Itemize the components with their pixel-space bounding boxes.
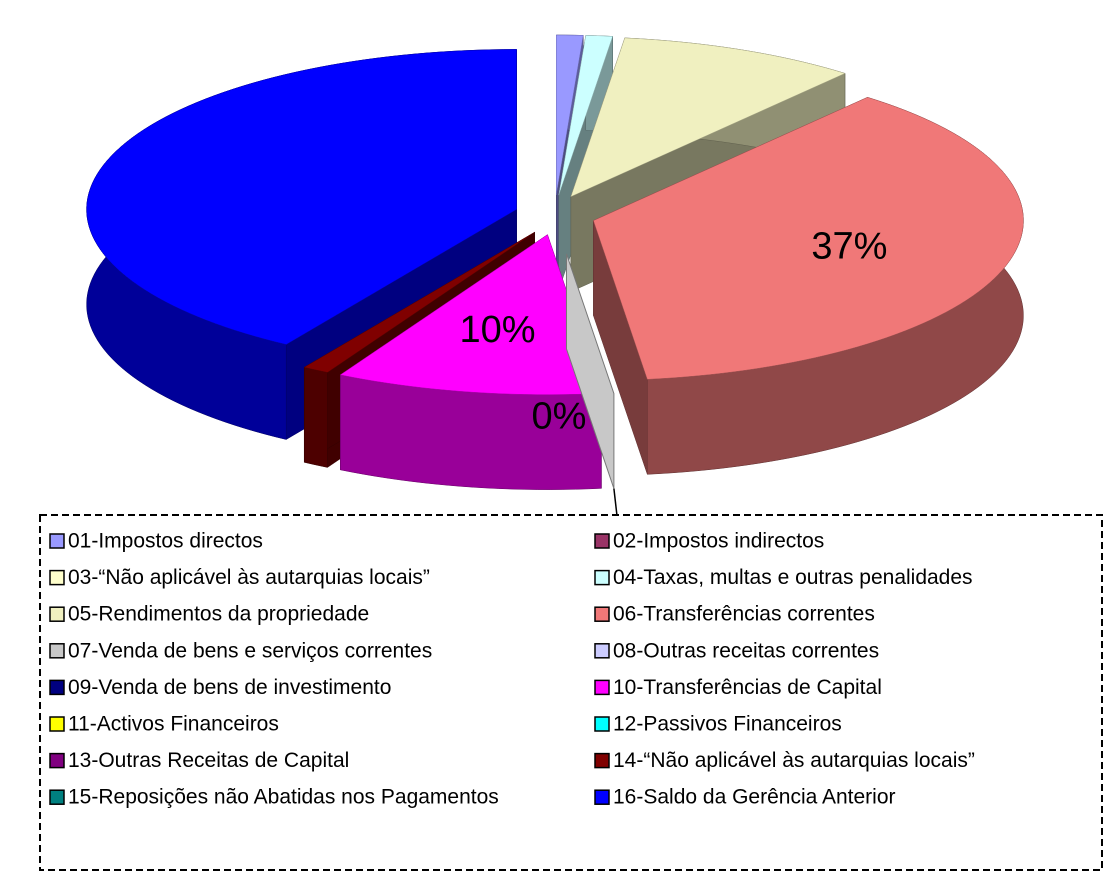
legend-swatch bbox=[594, 533, 610, 549]
legend-box bbox=[39, 514, 1103, 871]
legend-label: 05-Rendimentos da propriedade bbox=[68, 603, 369, 626]
legend-label: 01-Impostos directos bbox=[68, 530, 263, 553]
legend-label: 12-Passivos Financeiros bbox=[613, 713, 842, 736]
legend-swatch bbox=[49, 533, 65, 549]
legend-swatch bbox=[594, 643, 610, 659]
legend-label: 06-Transferências correntes bbox=[613, 603, 875, 626]
legend-swatch bbox=[49, 789, 65, 805]
legend-label: 07-Venda de bens e serviços correntes bbox=[68, 639, 432, 662]
slice bbox=[556, 34, 584, 196]
legend-swatch bbox=[49, 606, 65, 622]
pie bbox=[86, 34, 1024, 490]
legend-swatch bbox=[49, 752, 65, 769]
data-label: 10% bbox=[460, 309, 536, 351]
legend-label: 02-Impostos indirectos bbox=[613, 530, 824, 553]
legend-swatch bbox=[594, 789, 610, 805]
data-label: 0% bbox=[531, 396, 586, 438]
legend-label: 16-Saldo da Gerência Anterior bbox=[613, 786, 896, 809]
legend-swatch bbox=[49, 569, 65, 586]
data-label: 37% bbox=[811, 225, 887, 267]
slice bbox=[339, 234, 602, 395]
legend-label: 14-“Não aplicável às autarquias locais” bbox=[613, 749, 975, 772]
legend-swatch bbox=[49, 716, 65, 732]
legend-label: 09-Venda de bens de investimento bbox=[68, 676, 391, 699]
slice bbox=[570, 37, 846, 198]
legend-swatch bbox=[594, 569, 610, 586]
leader-line bbox=[613, 488, 618, 516]
legend-label: 15-Reposições não Abatidas nos Pagamento… bbox=[68, 786, 499, 809]
slice bbox=[558, 35, 614, 196]
legend-swatch bbox=[594, 606, 610, 622]
legend-label: 11-Activos Financeiros bbox=[68, 713, 279, 736]
slice bbox=[86, 49, 517, 345]
legend-swatch bbox=[594, 716, 610, 732]
slice bbox=[593, 97, 1024, 380]
legend-swatch bbox=[594, 752, 610, 769]
legend-swatch bbox=[594, 679, 610, 696]
legend-label: 08-Outras receitas correntes bbox=[613, 639, 879, 662]
legend-swatch bbox=[49, 679, 65, 696]
legend-label: 13-Outras Receitas de Capital bbox=[68, 749, 349, 772]
slice bbox=[303, 231, 535, 373]
slice-side bbox=[303, 366, 328, 468]
legend-swatch bbox=[49, 643, 65, 659]
legend-label: 04-Taxas, multas e outras penalidades bbox=[613, 566, 973, 589]
legend-label: 03-“Não aplicável às autarquias locais” bbox=[68, 566, 430, 589]
legend-label: 10-Transferências de Capital bbox=[613, 676, 882, 699]
